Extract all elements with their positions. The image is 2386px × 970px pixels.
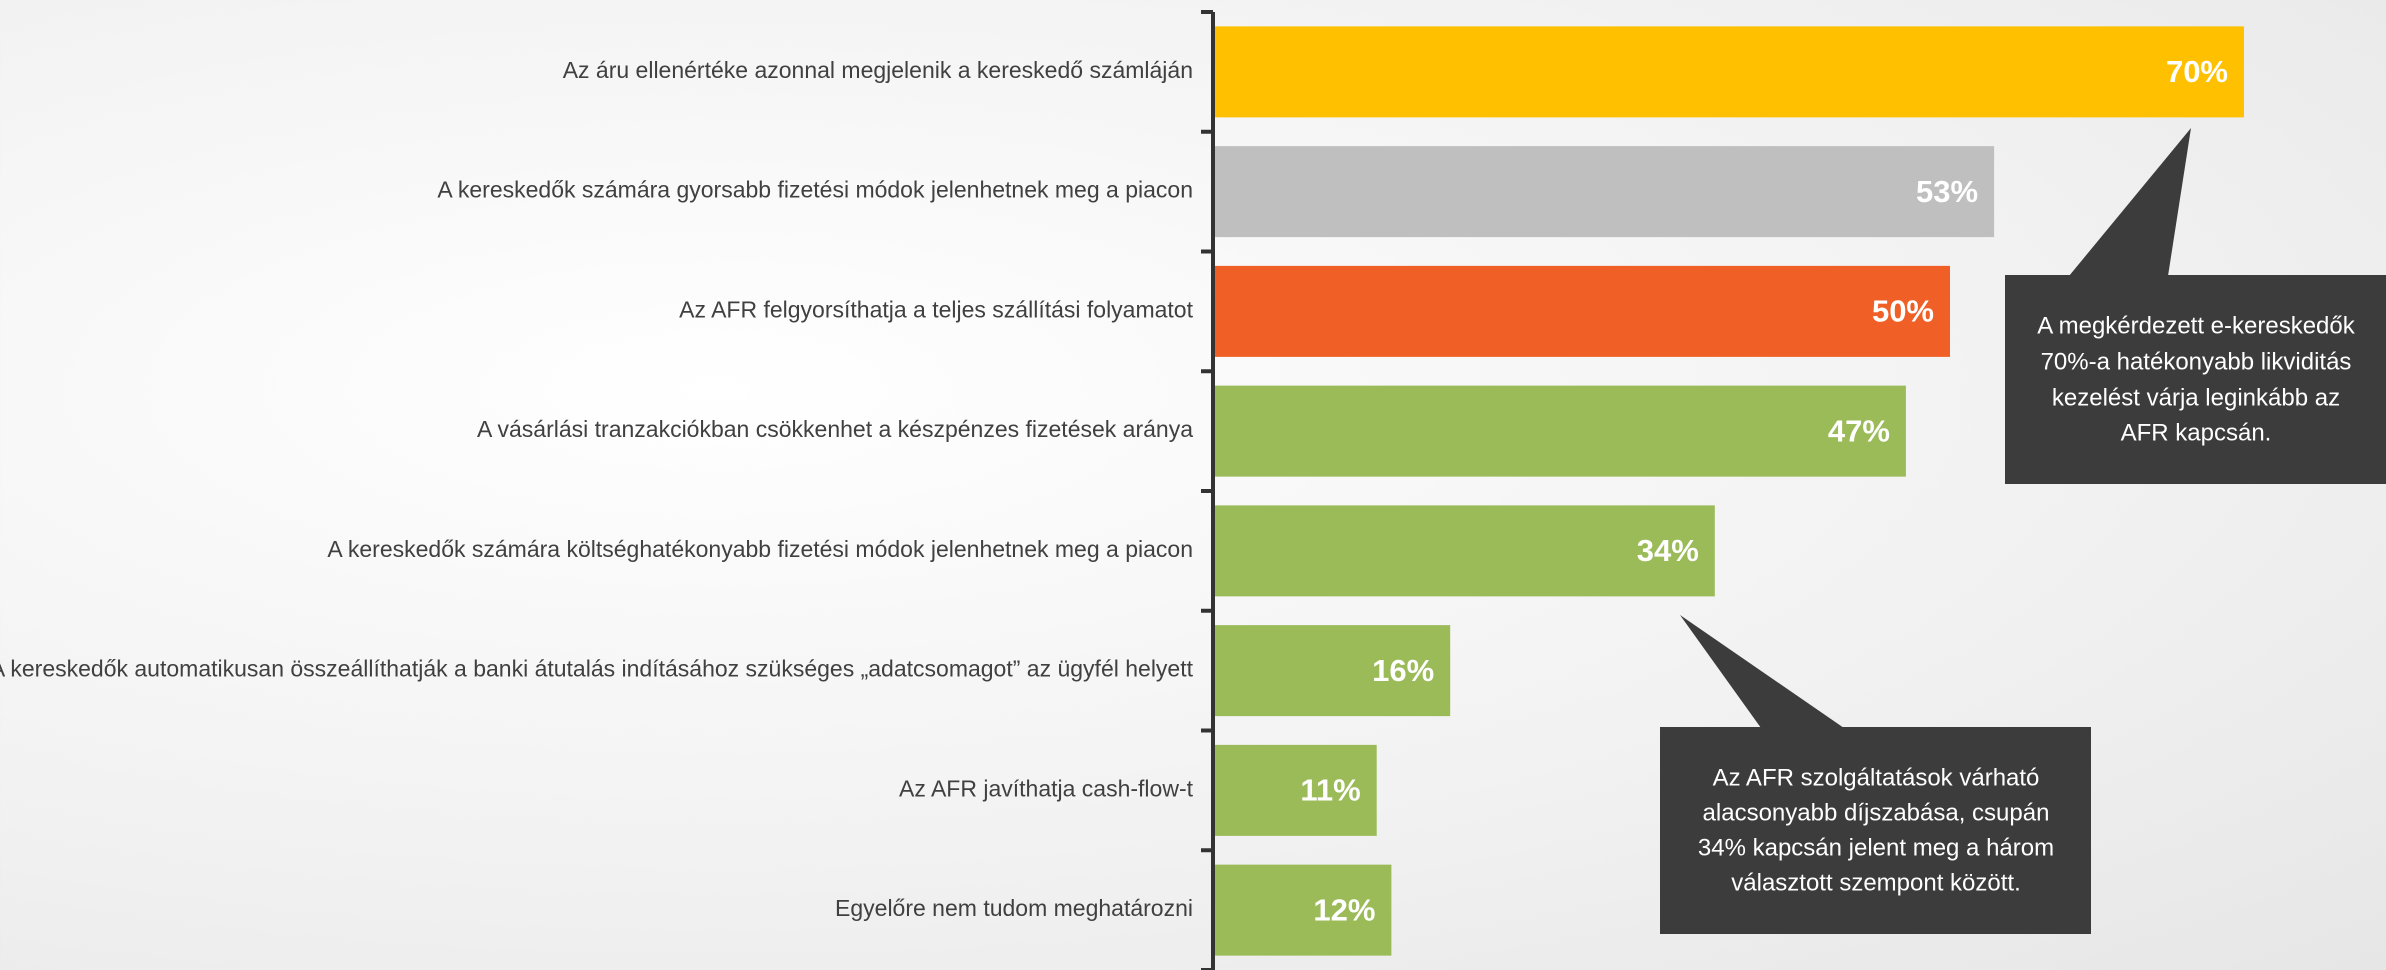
callout-text: alacsonyabb díjszabása, csupán [1703,799,2050,826]
callout-box [1660,727,2091,934]
callout-text: 70%-a hatékonyabb likviditás [2041,348,2352,375]
callout-text: Az AFR szolgáltatások várható [1713,764,2040,791]
category-label: A kereskedők automatikusan összeállíthat… [0,656,1194,682]
bar [1215,864,1392,956]
callout-text: választott szempont között. [1731,869,2020,896]
callout-text: 34% kapcsán jelent meg a három [1698,834,2054,861]
callout-pointer [1680,615,1844,728]
callout-text: AFR kapcsán. [2121,419,2272,446]
category-label: Az AFR felgyorsíthatja a teljes szállítá… [679,296,1193,322]
callout-pointer [2069,128,2191,276]
callout-text: A megkérdezett e-kereskedők [2037,312,2355,339]
category-label: A kereskedők számára költséghatékonyabb … [327,536,1193,562]
bar [1215,26,2244,118]
bar [1215,385,1906,477]
bar [1215,265,1950,357]
bar [1215,146,1995,238]
callout-text: kezelést várja leginkább az [2052,384,2340,411]
value-label: 11% [1300,773,1360,808]
bar [1215,744,1377,836]
bar [1215,505,1715,597]
value-label: 34% [1637,533,1699,568]
category-label: Az áru ellenértéke azonnal megjelenik a … [563,57,1193,83]
value-label: 12% [1313,892,1375,927]
category-label: Egyelőre nem tudom meghatározni [835,895,1193,921]
category-label: Az AFR javíthatja cash-flow-t [899,775,1194,801]
callout-box [2005,275,2386,484]
value-label: 47% [1828,413,1890,448]
value-label: 50% [1872,294,1934,329]
value-label: 53% [1916,174,1978,209]
bar [1215,625,1451,717]
value-label: 16% [1372,653,1434,688]
value-label: 70% [2166,54,2228,89]
category-label: A kereskedők számára gyorsabb fizetési m… [437,177,1193,203]
category-label: A vásárlási tranzakciókban csökkenhet a … [477,416,1193,442]
